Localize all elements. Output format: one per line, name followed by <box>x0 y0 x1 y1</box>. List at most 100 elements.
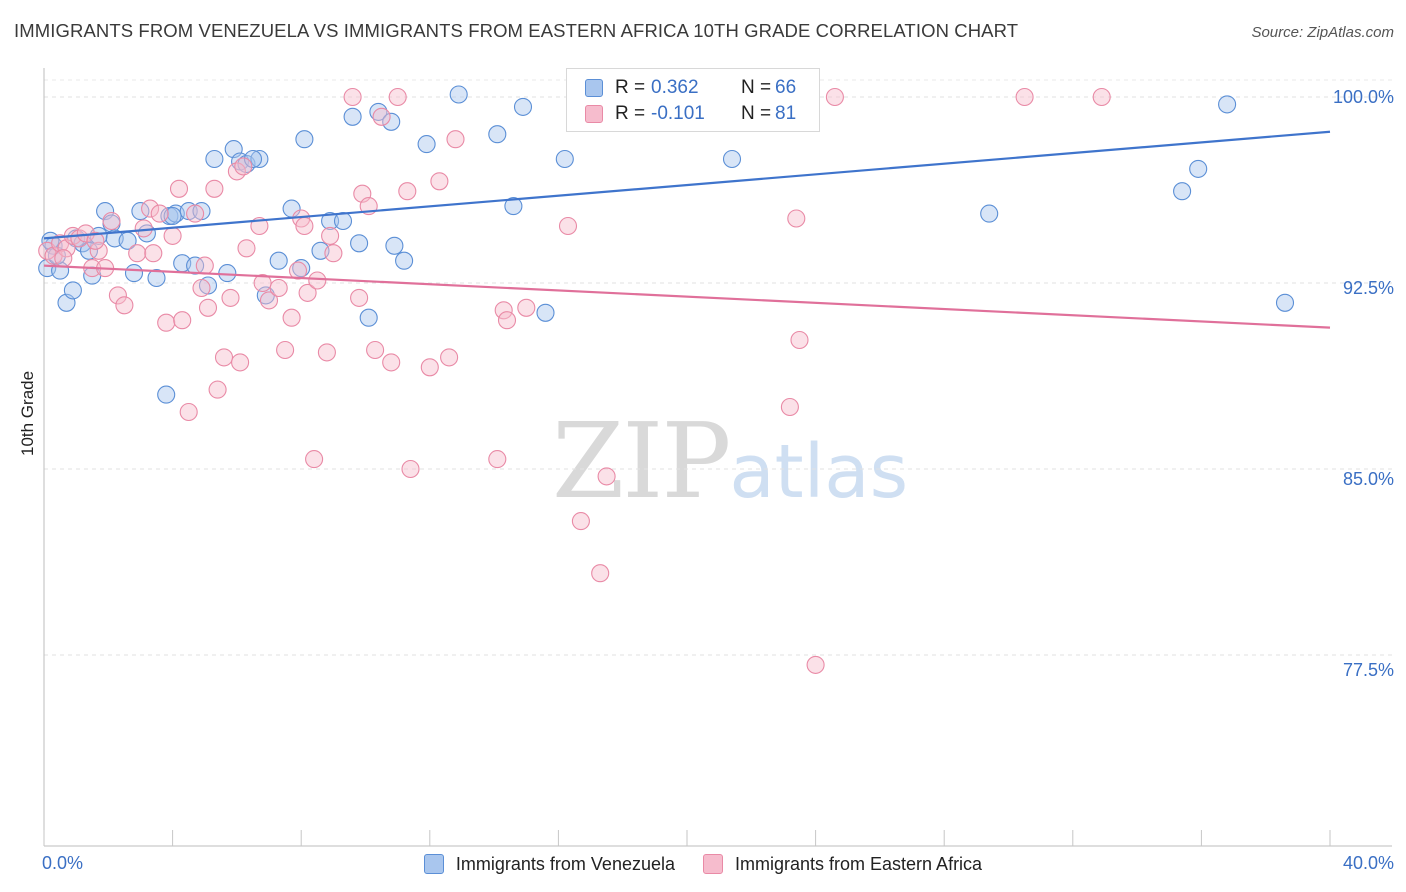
eastern-africa-point <box>214 348 234 367</box>
legend-item-eastern-africa[interactable]: Immigrants from Eastern Africa <box>703 854 982 875</box>
axis-layer <box>43 68 1392 847</box>
eastern-africa-point <box>282 308 301 327</box>
legend-swatch-blue <box>423 854 444 874</box>
legend-item-venezuela[interactable]: Immigrants from Venezuela <box>423 853 675 875</box>
n-value: 81 <box>775 103 797 124</box>
stats-row-venezuela: R = 0.362 N = 66 <box>585 76 796 100</box>
eastern-africa-point <box>401 459 420 479</box>
venezuela-point <box>205 149 224 169</box>
eastern-africa-point <box>141 199 160 218</box>
venezuela-point <box>292 259 311 278</box>
eastern-africa-point <box>317 343 336 362</box>
legend-label-eastern-africa: Immigrants from Eastern Africa <box>735 853 983 874</box>
venezuela-point <box>295 130 314 149</box>
x-tick-label-max: 40.0% <box>1342 853 1394 873</box>
venezuela-point <box>382 112 401 131</box>
eastern-africa-point <box>208 380 227 399</box>
venezuela-point <box>269 251 288 270</box>
eastern-africa-point <box>324 244 343 263</box>
watermark-zip: ZIP <box>552 400 731 522</box>
venezuela-point <box>186 256 205 275</box>
eastern-africa-point <box>494 301 513 320</box>
venezuela-point <box>321 211 340 231</box>
eastern-africa-point <box>157 313 176 332</box>
venezuela-point <box>63 281 82 300</box>
eastern-africa-point <box>497 311 517 330</box>
eastern-africa-point <box>89 241 108 260</box>
eastern-africa-point <box>231 353 250 372</box>
eastern-africa-point <box>571 512 590 531</box>
eastern-africa-point <box>269 278 288 298</box>
eastern-africa-point <box>382 353 401 372</box>
venezuela-point <box>243 149 263 169</box>
chart-title: IMMIGRANTS FROM VENEZUELA VS IMMIGRANTS … <box>14 20 1019 41</box>
eastern-africa-point <box>108 286 127 305</box>
eastern-africa-point <box>253 273 272 293</box>
venezuela-point <box>395 251 414 270</box>
eastern-africa-point <box>488 450 507 469</box>
stats-swatch-pink <box>585 105 603 123</box>
eastern-africa-point <box>86 231 105 250</box>
venezuela-point <box>1189 159 1208 178</box>
eastern-africa-point <box>398 182 417 201</box>
venezuela-point <box>250 149 269 169</box>
eastern-africa-point <box>558 216 578 236</box>
venezuela-point <box>980 204 999 223</box>
eastern-africa-point <box>276 340 295 360</box>
eastern-africa-point <box>790 330 809 350</box>
venezuela-point <box>157 385 176 404</box>
eastern-africa-point <box>102 211 121 231</box>
venezuela-point <box>385 236 404 255</box>
eastern-africa-point <box>298 283 317 302</box>
eastern-africa-point <box>597 467 616 486</box>
eastern-africa-point <box>446 130 465 149</box>
eastern-africa-point <box>343 87 362 107</box>
venezuela-point <box>417 135 436 154</box>
eastern-africa-point <box>1015 87 1034 107</box>
stats-box: R = 0.362 N = 66 R = -0.101 N = 81 <box>566 68 820 132</box>
r-label: R = <box>615 103 646 124</box>
legend-swatch-pink <box>703 854 723 874</box>
venezuela-point <box>369 102 388 121</box>
venezuela-point <box>449 85 468 104</box>
y-tick-label-1: 100.0% <box>1332 87 1394 107</box>
trend-layer <box>43 130 1331 329</box>
eastern-africa-point <box>173 311 192 330</box>
eastern-africa-point <box>198 298 218 317</box>
eastern-africa-point <box>350 288 369 307</box>
eastern-africa-point <box>430 172 449 191</box>
legend-label-venezuela: Immigrants from Venezuela <box>455 853 675 874</box>
stats-swatch-blue <box>585 79 603 97</box>
eastern-africa-point <box>1092 87 1111 107</box>
eastern-africa-point <box>259 291 279 310</box>
eastern-africa-point <box>179 402 198 422</box>
points-layer <box>38 85 1295 674</box>
eastern-africa-point <box>321 226 340 245</box>
eastern-africa-point <box>205 179 224 198</box>
r-value: -0.101 <box>651 103 705 124</box>
eastern-africa-point <box>169 179 189 198</box>
venezuela-point <box>504 197 523 216</box>
eastern-africa-point <box>163 226 182 245</box>
eastern-africa-point <box>195 256 214 275</box>
r-value: 0.362 <box>651 77 699 98</box>
eastern-africa-point <box>420 358 439 377</box>
eastern-africa-point <box>787 209 806 228</box>
r-label: R = <box>615 77 646 98</box>
eastern-africa-point <box>780 397 799 417</box>
venezuela-point <box>359 308 378 327</box>
venezuela-point <box>1218 95 1237 114</box>
eastern-africa-point <box>288 261 308 280</box>
venezuela-point <box>555 149 574 169</box>
venezuela-point <box>1275 293 1295 312</box>
eastern-africa-point <box>440 348 459 367</box>
eastern-africa-point <box>192 278 211 298</box>
venezuela-point <box>488 125 507 144</box>
eastern-africa-point <box>517 298 536 317</box>
eastern-africa-trend-line <box>43 264 1331 329</box>
x-tick-label-min: 0.0% <box>42 853 84 873</box>
eastern-africa-point <box>295 216 314 236</box>
n-label: N = <box>741 103 772 124</box>
n-value: 66 <box>775 77 797 98</box>
